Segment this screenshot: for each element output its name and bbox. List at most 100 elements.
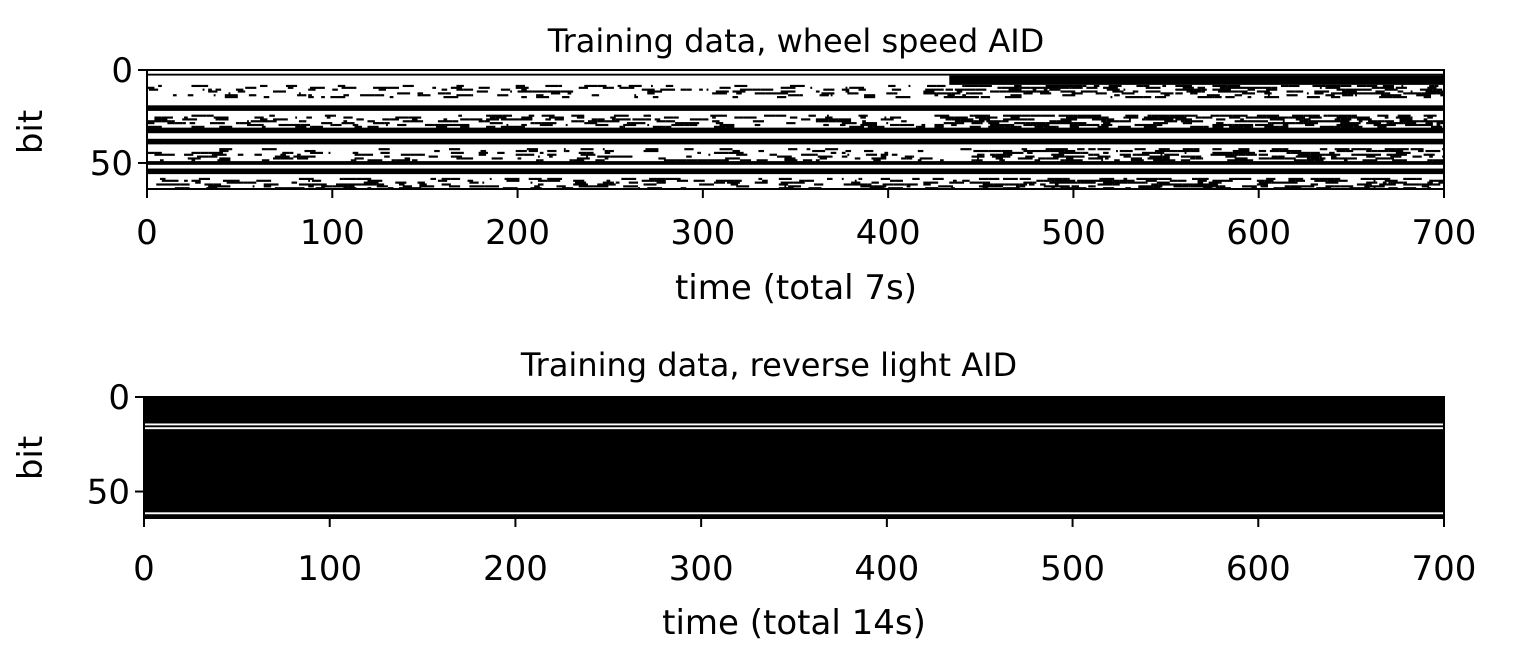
bit-cell [988, 122, 1000, 125]
bit-cell [541, 114, 555, 117]
bit-cell [1077, 179, 1085, 182]
bit-cell [1015, 118, 1028, 121]
bit-cell [356, 118, 364, 121]
bit-cell [584, 122, 598, 125]
bit-cell [576, 157, 590, 160]
bit-cell [1364, 185, 1370, 188]
bit-cell [1203, 125, 1209, 128]
bit-cell [1395, 148, 1409, 151]
bit-cell [1330, 96, 1341, 99]
bit-cell [710, 114, 714, 117]
y-axis: 0 50 [90, 51, 147, 184]
bit-cell [940, 88, 944, 91]
bit-cell [1116, 149, 1118, 153]
bit-cell [1193, 148, 1200, 151]
x-tick-label: 100 [297, 549, 362, 589]
bit-cell [1001, 120, 1009, 123]
bit-cell [1129, 118, 1131, 121]
bit-cell [213, 153, 227, 156]
bit-cell [656, 181, 666, 184]
bit-cell [1225, 96, 1235, 99]
bit-cell [1266, 88, 1278, 91]
bit-cell [1382, 84, 1394, 88]
bit-cell [1182, 122, 1193, 125]
bit-cell [237, 90, 246, 93]
bit-cell [852, 183, 868, 186]
bit-cell [1390, 181, 1393, 184]
bit-cell [380, 94, 385, 97]
bit-cell [1440, 122, 1444, 125]
bit-cell [1384, 120, 1394, 123]
bit-cell [1030, 86, 1046, 89]
bit-cell [332, 88, 338, 91]
bit-cell [1247, 92, 1256, 95]
bit-cell [417, 92, 424, 95]
bit-cell [437, 120, 453, 123]
bit-cell [904, 183, 907, 186]
bit-cell [1156, 181, 1170, 184]
bit-cell [395, 181, 407, 184]
bit-cell [252, 185, 255, 188]
bit-cell [1158, 116, 1174, 119]
bit-cell [1091, 118, 1107, 121]
bit-cell [708, 153, 711, 156]
bit-cell [619, 125, 624, 128]
bit-cell [754, 181, 768, 184]
bit-cell [1106, 120, 1120, 123]
bit-cell [860, 123, 870, 127]
bit-cell [1425, 149, 1441, 153]
bit-band [949, 75, 1444, 85]
bit-cell [780, 181, 794, 184]
bit-cell [938, 185, 953, 188]
x-axis: 0 100 200 300 400 500 600 700 [136, 189, 1476, 253]
bit-cell [328, 151, 331, 154]
bit-cell [626, 122, 631, 125]
bit-cell [1329, 151, 1335, 154]
bit-cell [738, 179, 742, 182]
bit-cell [1386, 183, 1389, 186]
bit-cell [1210, 94, 1220, 97]
bit-cell [1175, 92, 1183, 95]
bit-cell [539, 159, 544, 162]
bit-cell [1362, 88, 1372, 91]
bit-cell [1169, 114, 1174, 117]
bit-cell [630, 122, 639, 125]
bit-cell [726, 181, 740, 184]
bit-cell [1073, 84, 1083, 88]
bit-cell [297, 157, 309, 160]
bit-cell [873, 125, 885, 128]
bit-cell [182, 122, 186, 125]
bit-cell [1238, 123, 1254, 127]
x-axis-label: time (total 14s) [662, 603, 926, 643]
bit-cell [389, 96, 394, 99]
bit-cell [521, 123, 527, 127]
bit-cell [1258, 157, 1270, 160]
bit-cell [1201, 88, 1207, 91]
bit-cell [261, 123, 264, 127]
bit-cell [1406, 177, 1417, 181]
bit-cell [1030, 122, 1046, 125]
bit-cell [1403, 92, 1407, 95]
bit-cell [1384, 92, 1391, 95]
bit-cell [1334, 177, 1341, 181]
bit-cell [208, 185, 218, 188]
bit-cell [300, 155, 316, 158]
bit-cell [1327, 179, 1339, 182]
bit-cell [1303, 114, 1313, 117]
bit-cell [367, 125, 379, 128]
bit-cell [1425, 90, 1441, 93]
bit-cell [1429, 84, 1435, 88]
bit-cell [973, 149, 989, 153]
bit-cell [482, 181, 485, 184]
bit-cell [997, 177, 1000, 181]
bit-cell [784, 185, 787, 188]
bit-cell [1180, 159, 1191, 162]
bit-cell [1392, 96, 1407, 99]
bit-cell [1015, 86, 1020, 89]
bit-cell [1351, 148, 1367, 151]
bit-cell [1212, 151, 1218, 154]
bit-cell [456, 94, 472, 97]
bit-cell [1436, 88, 1443, 91]
bit-cell [437, 92, 446, 95]
bit-cell [463, 88, 474, 91]
